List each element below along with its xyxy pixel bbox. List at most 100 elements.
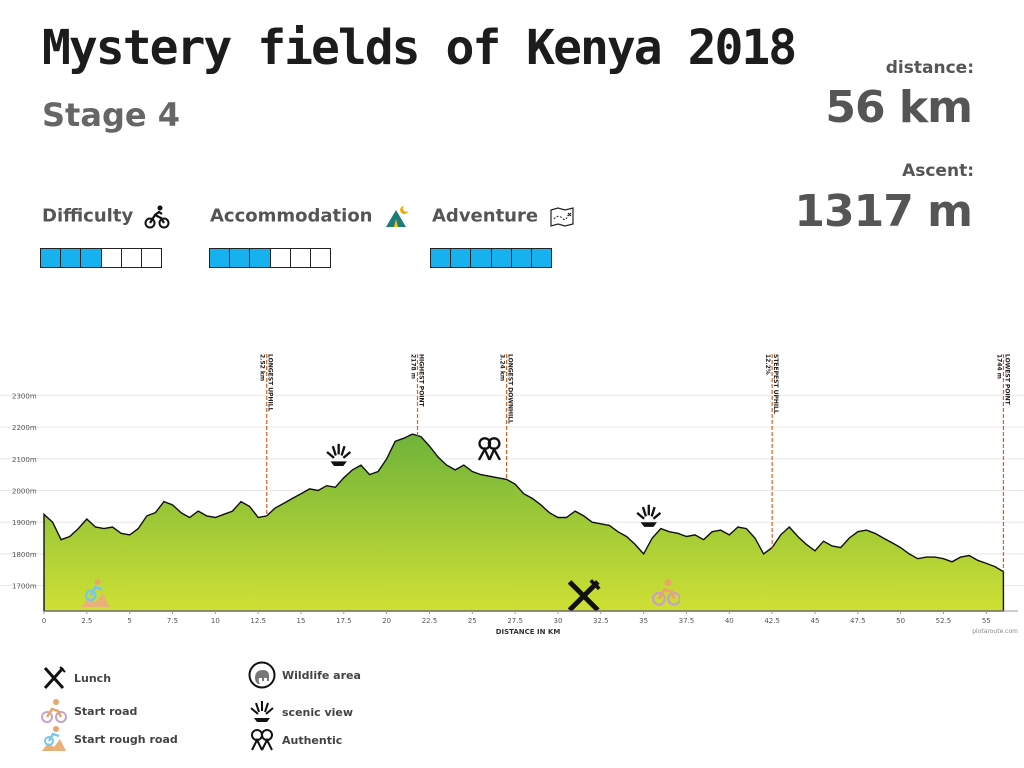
start-rough-road-icon [81,579,110,607]
authentic-icon [477,437,501,461]
rating-segment [471,249,492,267]
x-tick-label: 50 [896,617,905,625]
marker-value: 3.24 km [499,354,506,381]
x-tick-label: 45 [811,617,820,625]
rating-segment [210,249,231,267]
marker-value: 2.52 km [259,354,266,381]
tent-icon [384,204,410,230]
y-tick-label: 2100m [12,456,37,464]
adventure-bar [430,248,552,268]
x-tick-label: 2.5 [81,617,92,625]
authentic-icon [251,729,273,751]
x-tick-label: 32.5 [593,617,609,625]
x-tick-label: 42.5 [764,617,780,625]
ascent-value: 1317 m [794,186,973,237]
x-tick-label: 27.5 [507,617,523,625]
x-tick-label: 47.5 [850,617,866,625]
y-tick-label: 2200m [12,424,37,432]
scenic-view-icon [326,443,352,467]
marker-label: LOWEST POINT [1003,354,1010,406]
rating-segment [531,249,552,267]
marker-label: HIGHEST POINT [417,354,424,408]
scenic-view-icon [636,504,662,527]
start-rough-road-icon [42,726,66,751]
map-icon [549,204,575,230]
accommodation-label: Accommodation [210,205,373,227]
page-title: Mystery fields of Kenya 2018 [42,20,797,76]
marker-value: 1744 m [995,354,1002,379]
lunch-icon [43,666,66,690]
rating-segment [491,249,512,267]
x-tick-label: 25 [468,617,477,625]
x-tick-label: 10 [211,617,220,625]
adventure-label: Adventure [432,205,539,227]
y-tick-label: 1800m [12,551,37,559]
difficulty-rating: Difficulty [42,204,170,230]
adventure-rating: Adventure [432,204,575,230]
accommodation-bar [209,248,331,268]
x-tick-label: 37.5 [679,617,695,625]
x-tick-label: 17.5 [336,617,352,625]
x-tick-label: 0 [42,617,46,625]
rating-segment [141,249,162,267]
difficulty-bar [40,248,162,268]
rating-segment [250,249,271,267]
rating-segment [511,249,532,267]
x-tick-label: 52.5 [936,617,952,625]
rating-segment [81,249,102,267]
marker-label: LONGEST DOWNHILL [507,354,514,424]
rating-segment [310,249,331,267]
marker-value: 12.2% [764,354,771,375]
elevation-profile-chart: 1700m 1800m 1900m 2000m 2100m 2200m 2300m LONG… [0,354,1024,636]
legend-scenic-view: scenic view [248,698,353,726]
rating-segment [230,249,251,267]
x-axis-label: DISTANCE IN KM [496,628,561,636]
chart-credit: plotaroute.com [972,628,1018,635]
x-tick-label: 15 [297,617,306,625]
x-tick-label: 7.5 [167,617,178,625]
legend-start-road: Start road [40,697,137,725]
scenic-view-icon [250,701,274,722]
distance-label: distance: [885,58,974,78]
legend-authentic-label: Authentic [282,733,343,747]
legend-lunch: Lunch [40,664,111,692]
y-tick-label: 1700m [12,583,37,591]
accommodation-rating: Accommodation [210,204,410,230]
x-tick-label: 55 [982,617,991,625]
lunch-icon [567,579,601,612]
cyclist-icon [144,204,170,230]
y-tick-label: 1900m [12,519,37,527]
x-tick-label: 5 [127,617,131,625]
stage-label: Stage 4 [42,96,180,134]
legend-start-rough-road-label: Start rough road [74,732,178,746]
x-tick-label: 35 [639,617,648,625]
rating-segment [290,249,311,267]
x-tick-label: 40 [725,617,734,625]
rating-segment [451,249,472,267]
legend-lunch-label: Lunch [74,671,112,685]
rating-segment [431,249,452,267]
distance-value: 56 km [825,82,973,133]
marker-label: STEEPEST UPHILL [772,354,779,414]
elephant-icon [248,661,276,689]
start-road-icon [41,699,67,723]
y-tick-label: 2000m [12,488,37,496]
rating-segment [121,249,142,267]
rating-segment [101,249,122,267]
marker-value: 2178 m [409,354,416,379]
rating-segment [270,249,291,267]
legend-authentic: Authentic [248,726,342,754]
legend-scenic-view-label: scenic view [282,705,354,719]
legend-start-rough-road: Start rough road [40,725,178,753]
difficulty-label: Difficulty [42,205,134,227]
ascent-label: Ascent: [902,161,974,181]
legend-start-road-label: Start road [74,704,138,718]
x-tick-label: 20 [382,617,391,625]
x-tick-label: 12.5 [250,617,266,625]
x-tick-label: 22.5 [422,617,438,625]
rating-segment [61,249,82,267]
marker-label: LONGEST UPHILL [267,354,274,412]
legend-wildlife-area: Wildlife area [248,661,361,689]
elevation-area [43,433,1005,612]
legend-wildlife-area-label: Wildlife area [282,668,361,682]
